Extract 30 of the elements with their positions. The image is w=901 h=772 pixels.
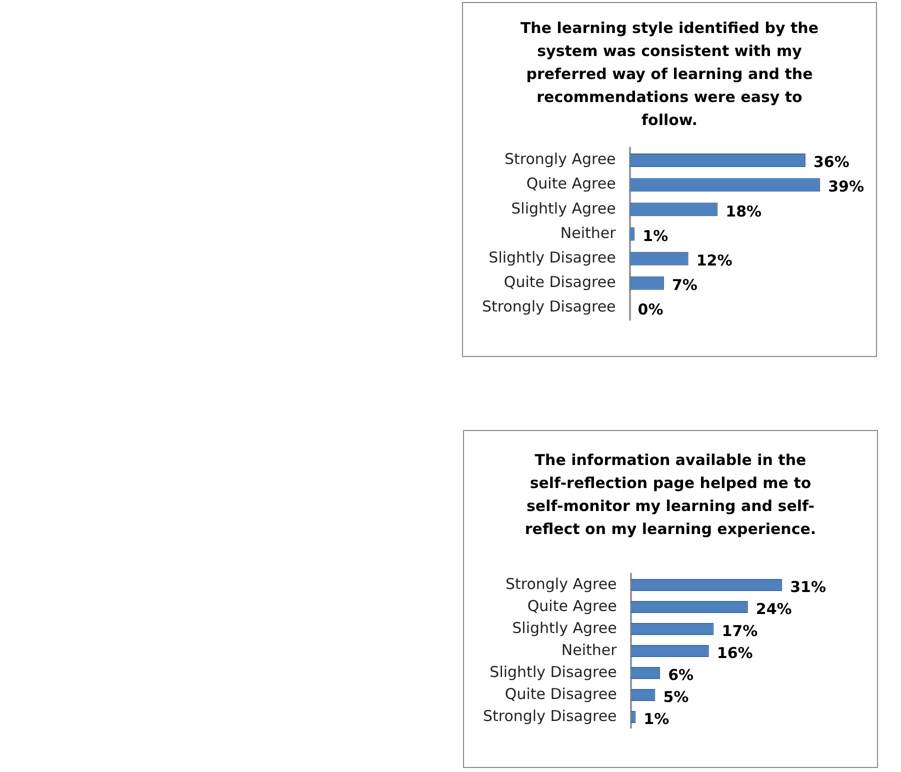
y-tick-label: Strongly Disagree: [482, 298, 616, 316]
y-tick-label: Quite Agree: [526, 174, 616, 193]
y-tick-label: Quite Disagree: [504, 684, 617, 703]
chart-title: The learning style identified by the system was consistent with my preferred way of learning and the recommendations were easy to follow.: [519, 18, 820, 131]
data-label: 24%: [756, 600, 792, 618]
y-tick-label: Quite Agree: [527, 596, 617, 615]
data-label: 31%: [790, 578, 826, 596]
y-tick-label: Strongly Disagree: [482, 706, 617, 725]
data-label: 17%: [722, 622, 758, 640]
data-label: 0%: [638, 300, 664, 319]
y-tick-label: Slightly Disagree: [488, 248, 616, 266]
y-tick-label: Strongly Agree: [505, 574, 617, 593]
y-tick-label: Neither: [561, 640, 618, 659]
data-label: 1%: [644, 710, 670, 728]
data-label: 1%: [642, 226, 668, 245]
data-label: 7%: [672, 276, 698, 294]
y-tick-label: Quite Disagree: [504, 273, 616, 292]
chart-title: The information available in the self-reflection page helped me to self-monitor my learning and self-reflect on my learning experience.: [524, 450, 818, 540]
y-tick-label: Slightly Disagree: [490, 662, 617, 681]
y-tick-label: Neither: [560, 224, 617, 242]
data-label: 6%: [668, 666, 694, 684]
data-label: 5%: [663, 688, 689, 706]
data-label: 39%: [828, 178, 864, 196]
y-tick-label: Slightly Agree: [512, 618, 617, 637]
y-tick-label: Strongly Agree: [504, 150, 616, 168]
data-label: 12%: [696, 251, 732, 270]
data-label: 36%: [813, 153, 850, 172]
data-label: 16%: [716, 644, 753, 662]
data-label: 18%: [726, 202, 762, 220]
y-tick-label: Slightly Agree: [511, 199, 616, 218]
